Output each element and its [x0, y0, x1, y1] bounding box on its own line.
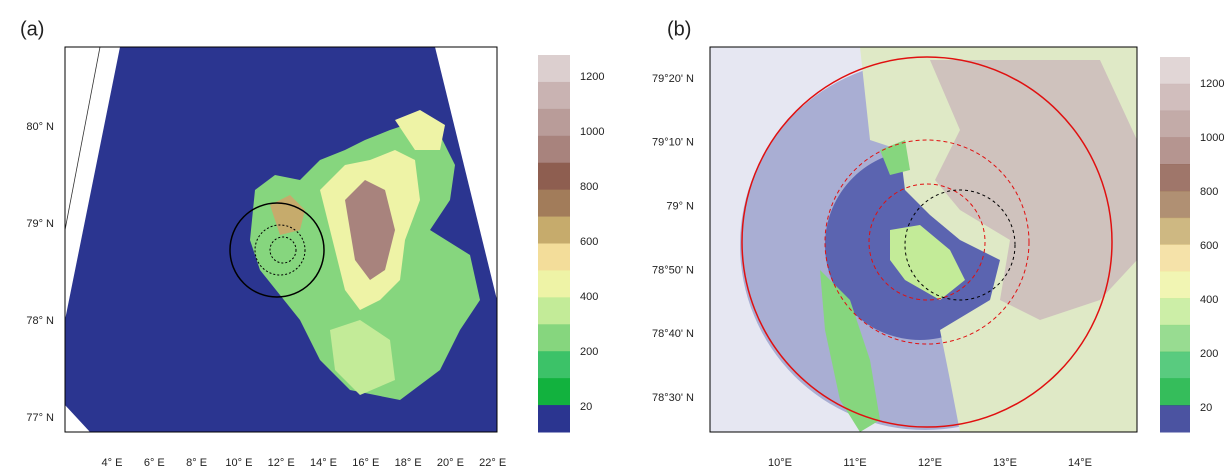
x-tick-label: 16° E	[352, 457, 379, 469]
colorbar-label: 600	[1200, 240, 1218, 252]
colorbar-segment	[538, 297, 570, 325]
colorbar-label: 200	[580, 346, 598, 358]
y-tick-label: 79° N	[666, 201, 694, 213]
colorbar-label: 1000	[1200, 132, 1224, 144]
colorbar-label: 600	[580, 236, 598, 248]
y-tick-label: 79°20' N	[652, 73, 694, 85]
x-tick-label: 12° E	[268, 457, 295, 469]
colorbar-segment	[538, 324, 570, 352]
colorbar-segment	[1160, 83, 1190, 112]
colorbar-segment	[538, 243, 570, 271]
x-tick-label: 10° E	[225, 457, 252, 469]
map-a	[65, 47, 497, 432]
y-tick-label: 79° N	[26, 218, 54, 230]
colorbar-segment	[1160, 324, 1190, 353]
x-tick-label: 13°E	[993, 457, 1017, 469]
x-tick-label: 4° E	[102, 457, 123, 469]
colorbar-label: 20	[1200, 402, 1212, 414]
colorbar-segment	[538, 81, 570, 110]
map-b	[710, 47, 1137, 432]
x-tick-label: 11°E	[843, 457, 866, 469]
colorbar-segment	[538, 55, 570, 83]
y-tick-label: 78°40' N	[652, 328, 694, 340]
x-tick-label: 18° E	[395, 457, 422, 469]
y-tick-label: 78° N	[26, 315, 54, 327]
colorbar-segment	[1160, 57, 1190, 85]
colorbar-label: 1000	[580, 126, 604, 138]
colorbar-segment	[1160, 217, 1190, 245]
colorbar-segment	[538, 108, 570, 137]
y-tick-label: 77° N	[26, 412, 54, 424]
colorbar-label: 800	[580, 181, 598, 193]
x-tick-label: 14°E	[1068, 457, 1092, 469]
colorbar-label: 1200	[1200, 78, 1224, 90]
colorbar-segment	[1160, 190, 1190, 219]
y-tick-label: 80° N	[26, 121, 54, 133]
y-tick-label: 79°10' N	[652, 137, 694, 149]
colorbar-segment	[538, 351, 570, 379]
colorbar-segment	[1160, 271, 1190, 299]
colorbar-segment	[1160, 244, 1190, 272]
x-tick-label: 12°E	[918, 457, 942, 469]
colorbar-label: 20	[580, 401, 592, 413]
x-tick-label: 20° E	[437, 457, 464, 469]
colorbar-label: 200	[1200, 348, 1218, 360]
colorbar-segment	[1160, 351, 1190, 379]
y-tick-label: 78°50' N	[652, 264, 694, 276]
x-tick-label: 14° E	[310, 457, 337, 469]
y-tick-label: 78°30' N	[652, 392, 694, 404]
colorbar-label: 400	[580, 291, 598, 303]
panel-label: (a)	[20, 18, 44, 40]
x-tick-label: 6° E	[144, 457, 165, 469]
colorbar-segment	[538, 216, 570, 244]
x-tick-label: 8° E	[186, 457, 207, 469]
colorbar-segment	[1160, 378, 1190, 406]
colorbar-segment	[1160, 405, 1190, 433]
colorbar-segment	[538, 378, 570, 406]
frame	[64, 46, 498, 433]
colorbar-label: 800	[1200, 186, 1218, 198]
colorbar-segment	[1160, 164, 1190, 192]
colorbar-segment	[538, 270, 570, 298]
colorbar-segment	[538, 162, 570, 191]
colorbar-segment	[538, 405, 570, 433]
x-tick-label: 22° E	[479, 457, 506, 469]
colorbar-segment	[538, 189, 570, 218]
colorbar-segment	[1160, 298, 1190, 326]
colorbar-segment	[1160, 110, 1190, 138]
panel-label: (b)	[667, 18, 691, 40]
frame	[709, 46, 1138, 433]
colorbar-segment	[1160, 137, 1190, 165]
x-tick-label: 10°E	[768, 457, 792, 469]
colorbar-label: 400	[1200, 294, 1218, 306]
colorbar-segment	[538, 135, 570, 164]
colorbar-label: 1200	[580, 71, 604, 83]
